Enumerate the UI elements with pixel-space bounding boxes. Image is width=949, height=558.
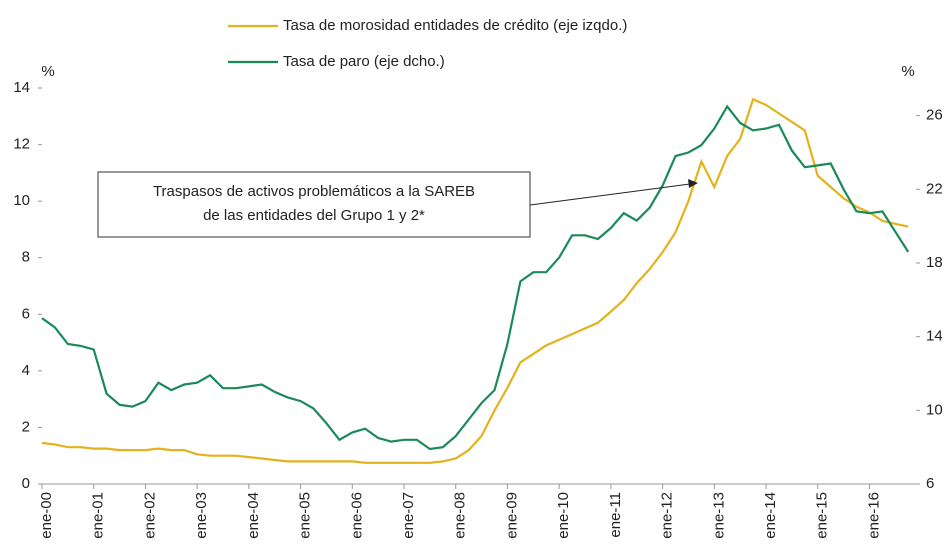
x-tick-label: ene-15 [814,492,831,539]
x-tick-label: ene-11 [607,492,624,538]
annotation-line: de las entidades del Grupo 1 y 2* [203,207,425,224]
y2-tick-label: 26 [926,107,943,124]
x-tick-label: ene-05 [297,492,314,539]
y-tick-label: 0 [22,475,30,492]
y2-axis-label: % [901,63,914,80]
x-tick-label: ene-10 [555,492,572,539]
y-tick-label: 14 [13,79,30,96]
legend-label: Tasa de paro (eje dcho.) [283,53,445,70]
x-tick-label: ene-02 [141,492,158,539]
x-tick-label: ene-16 [865,492,882,539]
x-tick-label: ene-13 [710,492,727,539]
y2-tick-label: 18 [926,254,943,271]
y2-tick-label: 14 [926,328,943,345]
x-tick-label: ene-14 [762,492,779,539]
y-tick-label: 2 [22,418,30,435]
x-tick-label: ene-12 [659,492,676,539]
x-tick-label: ene-08 [452,492,469,539]
y2-tick-label: 10 [926,401,943,418]
y2-tick-label: 6 [926,475,934,492]
x-tick-label: ene-00 [38,492,55,539]
x-tick-label: ene-09 [503,492,520,539]
annotation-box [97,171,531,238]
y-axis-label: % [41,63,54,80]
y-tick-label: 4 [22,362,30,379]
x-tick-label: ene-06 [348,492,365,539]
series-line [41,104,910,451]
y-tick-label: 8 [22,249,30,266]
x-tick-label: ene-01 [90,492,107,539]
annotation-line: Traspasos de activos problemáticos a la … [153,183,475,200]
arrow-head [688,179,698,188]
annotation: Traspasos de activos problemáticos a la … [97,171,698,238]
y-tick-label: 12 [13,136,30,153]
x-tick-label: ene-07 [400,492,417,539]
y-tick-label: 10 [13,192,30,209]
y2-tick-label: 22 [926,180,943,197]
series-line [41,97,909,464]
annotation-arrow [529,183,691,206]
legend-label: Tasa de morosidad entidades de crédito (… [283,17,627,34]
x-tick-label: ene-04 [245,492,262,539]
y-tick-label: 6 [22,305,30,322]
x-tick-label: ene-03 [193,492,210,539]
